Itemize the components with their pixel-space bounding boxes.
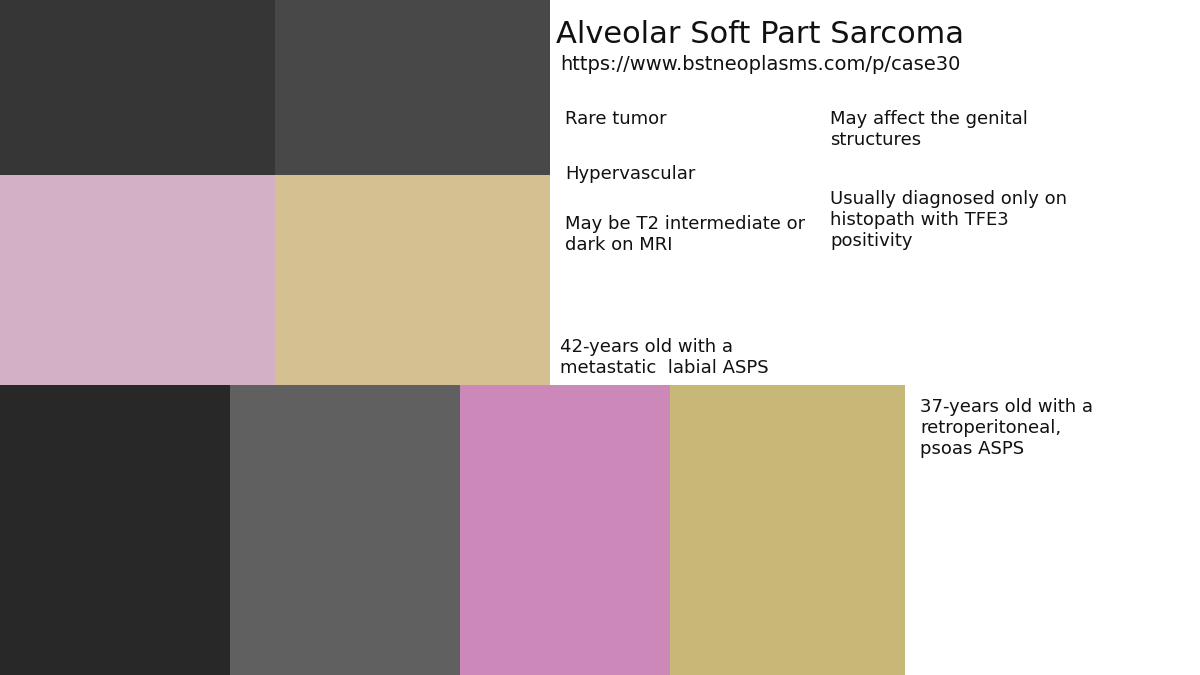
Text: May affect the genital
structures: May affect the genital structures	[830, 110, 1028, 148]
Bar	[275, 175, 550, 385]
Bar	[275, 0, 550, 175]
Text: 37-years old with a
retroperitoneal,
psoas ASPS: 37-years old with a retroperitoneal, pso…	[920, 398, 1093, 458]
Text: Usually diagnosed only on
histopath with TFE3
positivity: Usually diagnosed only on histopath with…	[830, 190, 1067, 250]
Bar	[230, 385, 460, 675]
Text: Alveolar Soft Part Sarcoma: Alveolar Soft Part Sarcoma	[556, 20, 964, 49]
Bar	[460, 385, 670, 675]
Text: Hypervascular: Hypervascular	[565, 165, 695, 183]
Text: 42-years old with a
metastatic  labial ASPS: 42-years old with a metastatic labial AS…	[560, 338, 769, 377]
Text: May be T2 intermediate or
dark on MRI: May be T2 intermediate or dark on MRI	[565, 215, 805, 254]
Bar	[0, 175, 275, 385]
Bar	[670, 385, 905, 675]
Text: https://www.bstneoplasms.com/p/case30: https://www.bstneoplasms.com/p/case30	[560, 55, 960, 74]
Text: Rare tumor: Rare tumor	[565, 110, 667, 128]
Bar	[0, 385, 230, 675]
Bar	[0, 0, 275, 175]
